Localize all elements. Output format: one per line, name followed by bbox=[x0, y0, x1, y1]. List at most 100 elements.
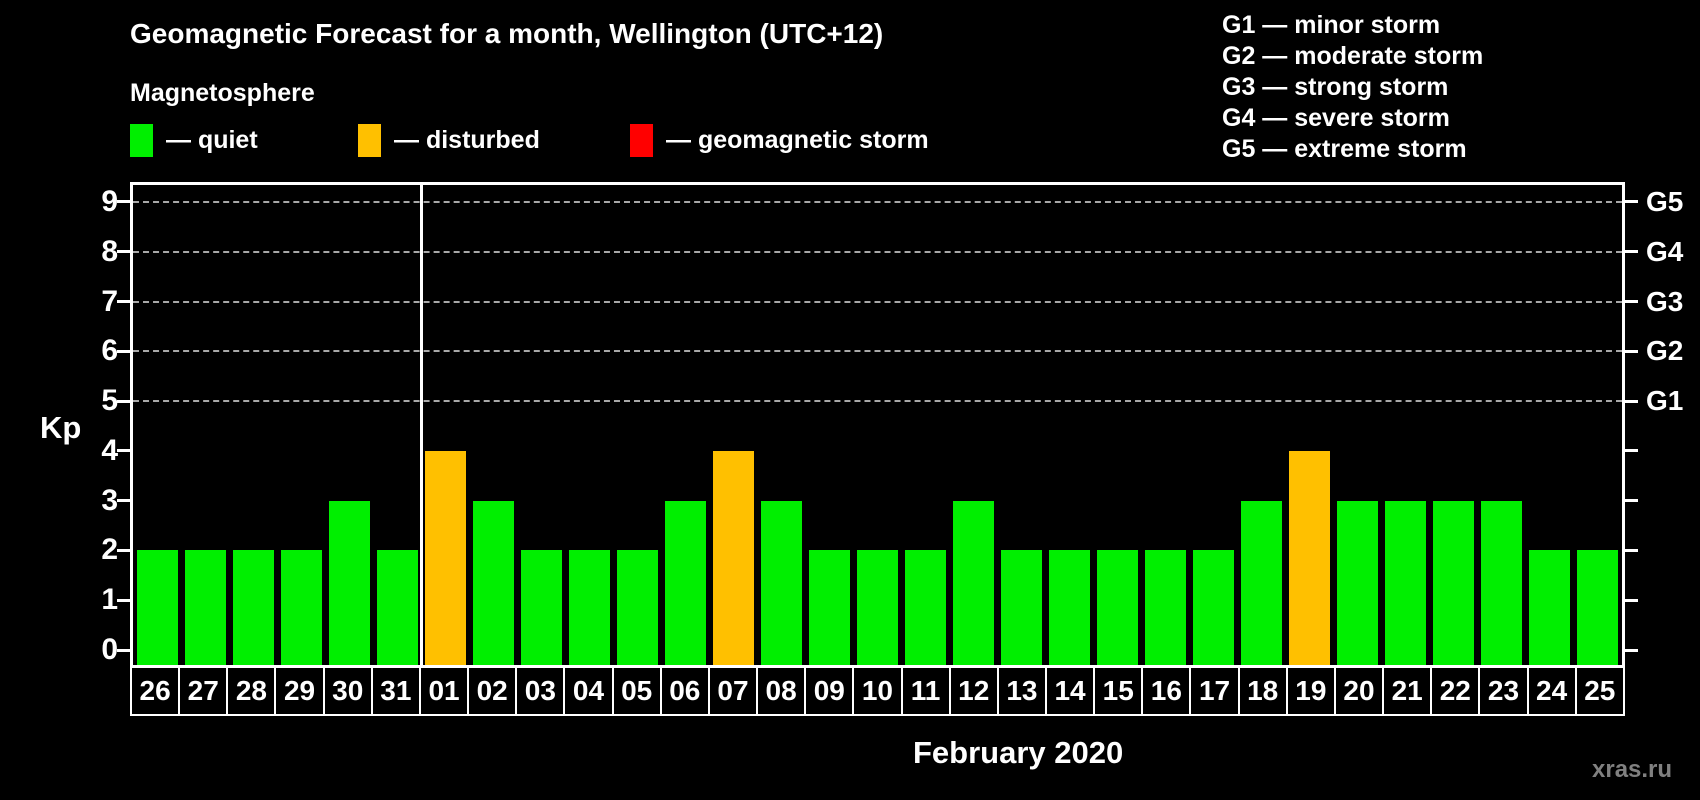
kp-bar-day-01 bbox=[424, 450, 466, 665]
kp-bar-day-28 bbox=[232, 550, 274, 665]
y-tick-label-1: 1 bbox=[101, 583, 118, 617]
y-axis-label: Kp bbox=[40, 410, 82, 445]
right-tick-kp8 bbox=[1625, 250, 1638, 254]
y-tick-label-3: 3 bbox=[101, 483, 118, 517]
day-label-20: 20 bbox=[1333, 666, 1385, 716]
legend-item-quiet: — quiet bbox=[130, 122, 258, 158]
left-tick-kp0 bbox=[117, 648, 130, 652]
left-tick-kp9 bbox=[117, 200, 130, 204]
left-tick-kp5 bbox=[117, 399, 130, 403]
y-tick-label-0: 0 bbox=[101, 633, 118, 666]
legend-label-quiet: — quiet bbox=[166, 125, 258, 154]
right-tick-kp4 bbox=[1625, 449, 1638, 453]
kp-bar-day-29 bbox=[280, 550, 322, 665]
watermark: xras.ru bbox=[1592, 756, 1673, 783]
day-label-13: 13 bbox=[996, 666, 1047, 716]
y-tick-label-2: 2 bbox=[101, 533, 118, 567]
kp-bar-day-09 bbox=[808, 550, 850, 665]
left-tick-kp3 bbox=[117, 499, 130, 503]
day-label-08: 08 bbox=[756, 666, 807, 716]
legend-item-storm: — geomagnetic storm bbox=[630, 122, 929, 158]
kp-bar-day-14 bbox=[1049, 550, 1091, 665]
y-tick-label-7: 7 bbox=[101, 284, 118, 318]
right-axis-label-g5: G5 bbox=[1646, 185, 1684, 217]
kp-bar-day-06 bbox=[664, 500, 706, 665]
kp-bar-day-05 bbox=[616, 550, 658, 665]
day-label-17: 17 bbox=[1189, 666, 1240, 716]
gridline-kp9 bbox=[133, 200, 1622, 203]
right-tick-kp5 bbox=[1625, 399, 1638, 403]
magnetosphere-label: Magnetosphere bbox=[130, 79, 315, 107]
right-tick-kp1 bbox=[1625, 598, 1638, 602]
y-tick-label-8: 8 bbox=[101, 234, 118, 268]
left-tick-kp2 bbox=[117, 548, 130, 552]
day-label-09: 09 bbox=[804, 666, 855, 716]
kp-bar-day-13 bbox=[1001, 550, 1043, 665]
right-tick-kp6 bbox=[1625, 349, 1638, 353]
kp-bar-day-21 bbox=[1385, 500, 1427, 665]
kp-bar-day-12 bbox=[953, 500, 995, 665]
right-axis-label-g3: G3 bbox=[1646, 285, 1684, 317]
left-tick-kp7 bbox=[117, 300, 130, 304]
kp-bar-day-22 bbox=[1433, 500, 1475, 665]
left-tick-kp8 bbox=[117, 250, 130, 254]
quiet-swatch bbox=[130, 123, 153, 157]
y-tick-label-4: 4 bbox=[101, 433, 118, 467]
day-label-29: 29 bbox=[274, 666, 325, 716]
chart-title: Geomagnetic Forecast for a month, Wellin… bbox=[130, 18, 884, 49]
day-label-22: 22 bbox=[1430, 666, 1481, 716]
storm-swatch bbox=[630, 123, 653, 157]
day-label-05: 05 bbox=[611, 666, 662, 716]
day-label-16: 16 bbox=[1141, 666, 1192, 716]
kp-bar-day-17 bbox=[1193, 550, 1235, 665]
right-tick-kp7 bbox=[1625, 300, 1638, 304]
day-label-11: 11 bbox=[900, 666, 951, 716]
month-separator-line bbox=[419, 185, 423, 665]
day-label-15: 15 bbox=[1093, 666, 1144, 716]
gridline-kp5 bbox=[133, 400, 1622, 403]
left-tick-kp4 bbox=[117, 449, 130, 453]
legend-label-storm: — geomagnetic storm bbox=[666, 125, 929, 154]
right-tick-kp3 bbox=[1625, 499, 1638, 503]
right-tick-kp2 bbox=[1625, 548, 1638, 552]
day-label-12: 12 bbox=[948, 666, 999, 716]
storm-scale-line-g4: G4 — severe storm bbox=[1222, 104, 1450, 132]
kp-bar-day-19 bbox=[1289, 450, 1331, 665]
day-label-27: 27 bbox=[178, 666, 229, 716]
right-tick-kp0 bbox=[1625, 648, 1638, 652]
day-label-18: 18 bbox=[1237, 666, 1288, 716]
day-label-24: 24 bbox=[1526, 666, 1577, 716]
day-label-02: 02 bbox=[467, 666, 518, 716]
day-label-03: 03 bbox=[515, 666, 566, 716]
day-label-28: 28 bbox=[226, 666, 277, 716]
storm-scale-line-g5: G5 — extreme storm bbox=[1222, 135, 1467, 163]
day-label-04: 04 bbox=[563, 666, 614, 716]
day-label-19: 19 bbox=[1285, 666, 1336, 716]
kp-bar-day-20 bbox=[1337, 500, 1379, 665]
legend-item-disturbed: — disturbed bbox=[358, 122, 540, 158]
kp-bar-day-24 bbox=[1529, 550, 1571, 665]
disturbed-swatch bbox=[358, 123, 381, 157]
left-tick-kp6 bbox=[117, 349, 130, 353]
right-axis-label-g2: G2 bbox=[1646, 335, 1684, 367]
right-axis-label-g4: G4 bbox=[1646, 235, 1684, 267]
day-label-07: 07 bbox=[707, 666, 759, 716]
day-label-21: 21 bbox=[1382, 666, 1433, 716]
gridline-kp7 bbox=[133, 300, 1622, 303]
y-tick-label-5: 5 bbox=[101, 384, 118, 418]
day-label-01: 01 bbox=[418, 666, 470, 716]
day-label-25: 25 bbox=[1574, 666, 1625, 716]
y-tick-label-6: 6 bbox=[101, 334, 118, 368]
day-label-06: 06 bbox=[659, 666, 710, 716]
kp-bar-day-02 bbox=[472, 500, 514, 665]
magnetosphere-legend: — quiet — disturbed — geomagnetic storm bbox=[0, 122, 1700, 158]
plot-area bbox=[130, 182, 1625, 668]
storm-scale-line-g2: G2 — moderate storm bbox=[1222, 42, 1484, 70]
day-label-31: 31 bbox=[370, 666, 421, 716]
storm-scale-line-g1: G1 — minor storm bbox=[1222, 11, 1441, 39]
gridline-kp8 bbox=[133, 250, 1622, 253]
gridline-kp6 bbox=[133, 350, 1622, 353]
right-tick-kp9 bbox=[1625, 200, 1638, 204]
legend-label-disturbed: — disturbed bbox=[394, 125, 540, 154]
